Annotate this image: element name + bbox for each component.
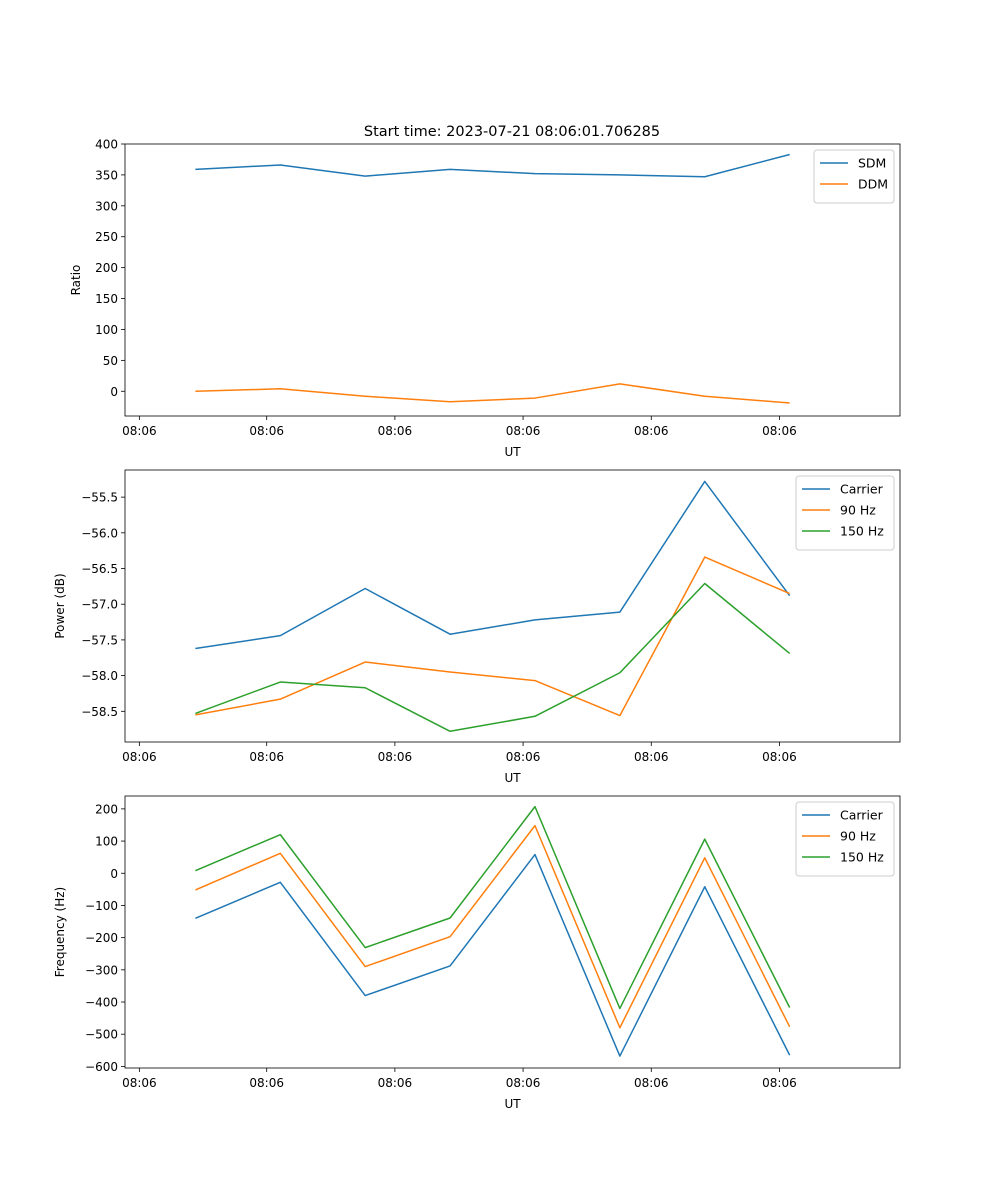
y-tick-label: 0 [110,867,118,881]
y-tick-label: −200 [85,931,118,945]
legend-label: 150 Hz [840,524,884,539]
y-tick-label: −58.0 [81,669,118,683]
y-tick-label: 300 [95,199,118,213]
x-tick-label: 08:06 [506,750,541,764]
x-tick-label: 08:06 [634,1076,669,1090]
y-tick-label: −500 [85,1028,118,1042]
series-line-ddm [195,383,790,404]
x-tick-label: 08:06 [122,750,157,764]
y-tick-label: −55.5 [81,491,118,505]
frequency-chart: 08:06 08:06 08:06 08:06 08:06 08:06 −600 −500 −4… [53,795,901,1111]
series-line-carrier [195,853,791,1057]
x-tick-label: 08:06 [378,750,413,764]
chart-title: Start time: 2023-07-21 08:06:01.706285 [364,124,660,140]
y-tick-label: −58.5 [81,705,118,719]
y-tick-label: 50 [103,354,118,368]
y-tick-label: 100 [95,835,118,849]
legend-label: 90 Hz [840,829,876,844]
y-tick-label: 100 [95,323,118,337]
y-tick-label: −57.5 [81,633,118,647]
legend-label: 90 Hz [840,503,876,518]
y-tick-label: 350 [95,168,118,182]
x-axis-label: UT [504,445,521,459]
legend-label: DDM [858,177,888,192]
series-line-90-hz [195,824,791,1029]
series-line-carrier [195,480,791,650]
legend: Carrier 90 Hz 150 Hz [795,801,895,877]
y-axis-label: Frequency (Hz) [53,887,67,978]
x-tick-label: 08:06 [378,424,413,438]
series-line-90-hz [195,556,790,717]
y-tick-label: −100 [85,899,118,913]
x-tick-label: 08:06 [634,750,669,764]
x-tick-label: 08:06 [249,1076,284,1090]
x-tick-label: 08:06 [506,424,541,438]
legend-label: Carrier [840,808,884,823]
y-tick-label: −57.0 [81,598,118,612]
x-axis-label: UT [504,771,521,785]
y-axis-label: Ratio [69,265,83,296]
x-tick-label: 08:06 [762,424,797,438]
legend-label: Carrier [840,482,884,497]
x-tick-label: 08:06 [249,750,284,764]
series-line-150-hz [195,582,791,733]
y-tick-label: −600 [85,1060,118,1074]
x-tick-label: 08:06 [506,1076,541,1090]
power-chart: 08:06 08:06 08:06 08:06 08:06 08:06 −58.5 −58.0… [53,469,901,785]
legend: Carrier 90 Hz 150 Hz [795,475,895,551]
y-tick-label: −300 [85,963,118,977]
y-tick-label: −56.5 [81,562,118,576]
x-tick-label: 08:06 [762,1076,797,1090]
y-axis-label: Power (dB) [53,573,67,638]
x-tick-label: 08:06 [378,1076,413,1090]
series-line-sdm [195,153,790,178]
x-tick-label: 08:06 [249,424,284,438]
x-tick-label: 08:06 [122,1076,157,1090]
y-tick-label: 250 [95,230,118,244]
x-tick-label: 08:06 [762,750,797,764]
y-tick-label: 200 [95,261,118,275]
series-line-150-hz [195,805,791,1010]
y-tick-label: 400 [95,138,118,152]
plot-frame [124,469,901,743]
y-tick-label: 150 [95,292,118,306]
legend-label: 150 Hz [840,850,884,865]
y-tick-label: −56.0 [81,526,118,540]
x-axis-label: UT [504,1097,521,1111]
plot-frame [124,795,901,1069]
y-tick-label: 200 [95,802,118,816]
legend: SDM DDM [813,149,895,204]
plot-frame [124,143,901,417]
ratio-chart: 08:06 08:06 08:06 08:06 08:06 08:06 0 50 100 150 2… [69,138,901,459]
x-tick-label: 08:06 [122,424,157,438]
y-tick-label: 0 [110,385,118,399]
x-tick-label: 08:06 [634,424,669,438]
legend-label: SDM [858,156,886,171]
y-tick-label: −400 [85,996,118,1010]
